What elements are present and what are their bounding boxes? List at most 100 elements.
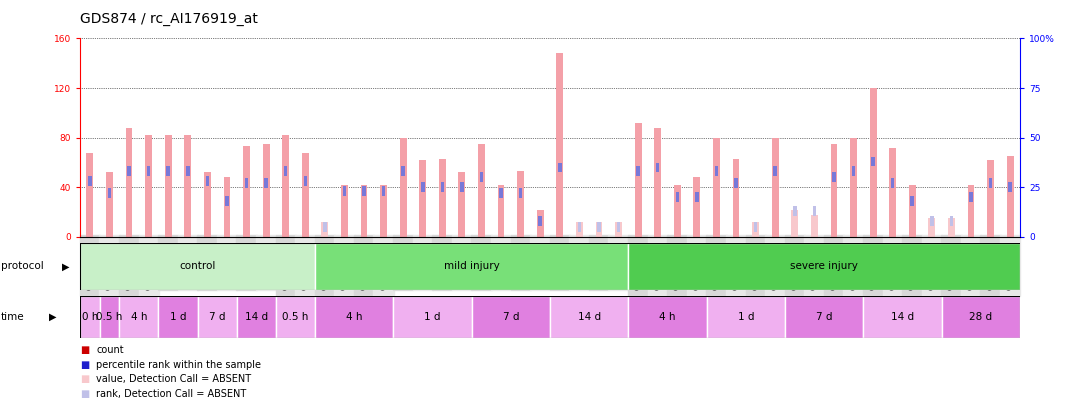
Text: percentile rank within the sample: percentile rank within the sample xyxy=(96,360,261,370)
Bar xyxy=(832,173,835,182)
Bar xyxy=(695,192,698,202)
Bar xyxy=(674,185,680,237)
Bar xyxy=(282,135,289,237)
Bar xyxy=(813,206,816,216)
Text: value, Detection Call = ABSENT: value, Detection Call = ABSENT xyxy=(96,375,251,384)
Bar xyxy=(302,153,309,237)
Bar xyxy=(315,296,393,338)
Bar xyxy=(89,177,92,186)
Text: 4 h: 4 h xyxy=(659,312,676,322)
Bar xyxy=(244,146,250,237)
Bar xyxy=(80,243,315,290)
Text: 4 h: 4 h xyxy=(130,312,147,322)
Bar xyxy=(519,188,522,198)
Bar xyxy=(869,88,877,237)
Bar xyxy=(303,177,307,186)
Bar xyxy=(537,210,544,237)
Bar xyxy=(399,138,407,237)
Bar xyxy=(596,222,602,237)
Bar xyxy=(80,296,99,338)
Bar xyxy=(158,296,198,338)
Text: GDS874 / rc_AI176919_at: GDS874 / rc_AI176919_at xyxy=(80,12,258,26)
Bar xyxy=(147,166,151,177)
Bar xyxy=(206,177,209,186)
Bar xyxy=(460,182,464,192)
Text: 0 h: 0 h xyxy=(82,312,98,322)
Bar xyxy=(948,218,955,237)
Bar xyxy=(752,222,759,237)
Text: 1 d: 1 d xyxy=(738,312,754,322)
Text: protocol: protocol xyxy=(1,261,44,271)
Bar xyxy=(576,222,583,237)
Bar xyxy=(791,210,798,237)
Text: 1 d: 1 d xyxy=(424,312,441,322)
Text: ■: ■ xyxy=(80,375,90,384)
Bar xyxy=(987,160,994,237)
Bar xyxy=(362,186,365,196)
Bar xyxy=(421,182,424,192)
Bar xyxy=(276,296,315,338)
Bar xyxy=(637,166,640,177)
Bar xyxy=(578,222,581,232)
Text: 7 d: 7 d xyxy=(503,312,519,322)
Bar xyxy=(500,188,503,198)
Bar xyxy=(167,166,170,177)
Bar xyxy=(186,166,189,177)
Bar xyxy=(831,144,837,237)
Bar xyxy=(478,144,485,237)
Bar xyxy=(237,296,276,338)
Bar xyxy=(343,186,346,196)
Bar xyxy=(108,188,111,198)
Bar xyxy=(615,222,622,237)
Bar xyxy=(263,144,269,237)
Bar xyxy=(480,173,483,182)
Bar xyxy=(714,166,718,177)
Bar xyxy=(707,296,785,338)
Bar xyxy=(498,185,504,237)
Bar xyxy=(773,166,776,177)
Bar xyxy=(634,123,642,237)
Text: 28 d: 28 d xyxy=(970,312,992,322)
Bar xyxy=(380,185,387,237)
Bar xyxy=(713,138,720,237)
Text: 14 d: 14 d xyxy=(245,312,268,322)
Text: rank, Detection Call = ABSENT: rank, Detection Call = ABSENT xyxy=(96,389,247,399)
Bar xyxy=(628,243,1020,290)
Bar xyxy=(517,171,524,237)
Text: 4 h: 4 h xyxy=(346,312,362,322)
Text: control: control xyxy=(179,261,216,271)
Bar xyxy=(223,177,231,237)
Bar xyxy=(402,166,405,177)
Bar xyxy=(655,128,661,237)
Text: ▶: ▶ xyxy=(49,312,57,322)
Bar xyxy=(120,296,158,338)
Bar xyxy=(811,215,818,237)
Bar xyxy=(693,177,701,237)
Bar xyxy=(930,216,933,226)
Bar xyxy=(852,166,855,177)
Text: time: time xyxy=(1,312,25,322)
Text: 7 d: 7 d xyxy=(209,312,225,322)
Bar xyxy=(911,196,914,206)
Bar xyxy=(164,135,172,237)
Bar xyxy=(890,148,896,237)
Bar xyxy=(735,178,738,188)
Bar xyxy=(891,178,894,188)
Text: severe injury: severe injury xyxy=(790,261,858,271)
Bar xyxy=(361,185,367,237)
Bar xyxy=(127,166,130,177)
Text: 0.5 h: 0.5 h xyxy=(96,312,123,322)
Bar xyxy=(871,157,875,166)
Text: 14 d: 14 d xyxy=(891,312,914,322)
Text: count: count xyxy=(96,345,124,355)
Bar xyxy=(225,196,229,206)
Bar xyxy=(970,192,973,202)
Text: ▶: ▶ xyxy=(62,261,69,271)
Bar xyxy=(538,216,541,226)
Bar xyxy=(556,53,563,237)
Bar xyxy=(949,216,953,226)
Bar xyxy=(794,206,797,216)
Bar xyxy=(785,296,863,338)
Bar xyxy=(928,218,936,237)
Bar xyxy=(989,178,992,188)
